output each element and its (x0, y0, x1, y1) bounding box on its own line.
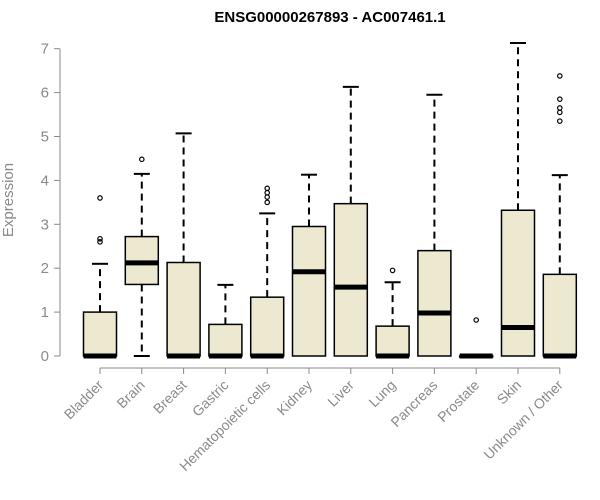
box-body (166, 261, 201, 357)
outlier-point (556, 73, 563, 79)
box-body (375, 325, 410, 357)
x-tick-label: Kidney (274, 377, 316, 419)
boxes (82, 41, 578, 359)
outlier-point (389, 267, 396, 274)
x-tick-label: Skin (494, 377, 525, 408)
y-tick-label: 0 (41, 348, 49, 365)
x-tick-label: Brain (113, 377, 147, 411)
x-tick-label: Unknown / Other (480, 377, 566, 463)
y-tick-label: 2 (41, 260, 49, 277)
outlier-point (264, 185, 271, 192)
y-tick-label: 4 (41, 172, 49, 189)
y-tick-label: 3 (41, 216, 49, 233)
chart-title: ENSG00000267893 - AC007461.1 (214, 9, 445, 26)
outlier-point (139, 156, 145, 163)
outlier-point (473, 317, 480, 323)
outlier-point (97, 239, 103, 245)
y-tick-label: 1 (41, 304, 49, 321)
x-tick-label: Bladder (61, 377, 107, 423)
box-1 (124, 156, 160, 357)
x-tick-label: Breast (150, 377, 190, 417)
outlier-point (97, 195, 103, 201)
outlier-point (556, 105, 563, 111)
outlier-point (264, 199, 271, 206)
box-body (291, 225, 327, 357)
y-tick-label: 6 (41, 85, 49, 102)
outlier-point (264, 194, 271, 200)
box-body (500, 209, 536, 357)
box-8 (417, 93, 452, 357)
box-3 (208, 283, 243, 359)
box-body (542, 273, 578, 357)
outlier-point (264, 189, 271, 196)
box-11 (542, 73, 578, 359)
box-body (249, 296, 285, 357)
box-10 (500, 41, 536, 357)
box-0 (82, 195, 118, 359)
x-tick-label: Lung (365, 377, 398, 410)
x-tick-label: Prostate (434, 377, 482, 425)
outlier-point (556, 118, 563, 124)
outlier-point (97, 235, 103, 242)
x-tick-label: Liver (324, 377, 357, 410)
box-6 (333, 85, 369, 357)
box-4 (249, 185, 285, 359)
y-axis-label: Expression (0, 163, 17, 237)
box-body (82, 311, 118, 357)
box-5 (291, 173, 327, 357)
box-9 (458, 317, 494, 359)
box-body (333, 202, 369, 357)
axes: 0 1 2 3 4 5 6 7 (41, 41, 561, 374)
y-tick-label: 5 (41, 129, 49, 146)
y-tick-label: 7 (41, 41, 49, 58)
box-body (417, 249, 452, 357)
outlier-point (556, 96, 563, 102)
box-7 (375, 267, 410, 359)
box-body (208, 323, 243, 357)
outlier-point (556, 109, 563, 116)
box-2 (166, 132, 201, 359)
